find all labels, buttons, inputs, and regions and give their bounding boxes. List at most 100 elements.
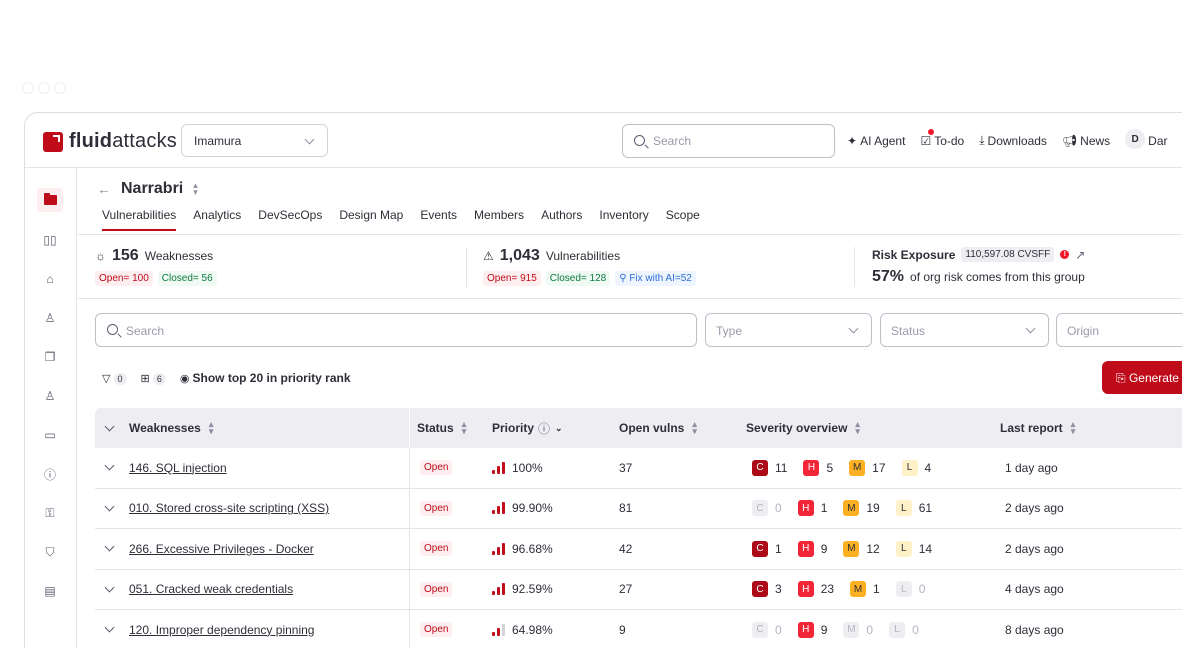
- sidebar-item-add-user[interactable]: ♙: [37, 306, 63, 330]
- todo-button[interactable]: ☑ To-do: [920, 129, 964, 149]
- group-header: ← Narrabri ▴ ▾: [97, 180, 198, 198]
- status-badge: Open: [420, 622, 453, 638]
- tab-scope[interactable]: Scope: [665, 208, 700, 222]
- weakness-link[interactable]: 010. Stored cross-site scripting (XSS): [129, 501, 330, 516]
- key-icon: ⚿: [45, 505, 55, 520]
- sidebar-item-reports[interactable]: ▤: [37, 579, 63, 603]
- priority-value: 92.59%: [512, 582, 553, 597]
- files-icon: ❐: [44, 350, 56, 364]
- expand-row-icon[interactable]: [104, 501, 115, 512]
- priority-value: 100%: [512, 460, 543, 475]
- top-bar: fluidattacks Imamura Search ✦ AI Agent ☑ T…: [25, 113, 1182, 168]
- organization-select[interactable]: Imamura: [181, 124, 328, 157]
- sort-desc-icon: ⌄: [555, 422, 563, 433]
- tab-events[interactable]: Events: [420, 208, 458, 222]
- external-link-icon[interactable]: ↗: [1075, 247, 1086, 262]
- header-severity[interactable]: Severity overview ▴ ▾: [746, 419, 860, 436]
- sidebar-item-billing[interactable]: ▭: [37, 423, 63, 447]
- table-row[interactable]: 051. Cracked weak credentials Open 92.59…: [95, 569, 1182, 610]
- table-row[interactable]: 010. Stored cross-site scripting (XSS) O…: [95, 488, 1182, 529]
- switch-group-icon[interactable]: ▴ ▾: [193, 180, 198, 197]
- megaphone-icon: 📢︎: [1061, 133, 1078, 148]
- status-badge: Open: [420, 581, 453, 597]
- ai-agent-button[interactable]: ✦ AI Agent: [847, 133, 906, 148]
- group-title: Narrabri: [121, 180, 184, 197]
- downloads-button[interactable]: ⤓ Downloads: [979, 133, 1047, 148]
- tab-vulnerabilities[interactable]: Vulnerabilities: [102, 208, 177, 231]
- expand-row-icon[interactable]: [104, 622, 115, 633]
- origin-select[interactable]: Origin: [1056, 313, 1182, 347]
- tab-inventory[interactable]: Inventory: [599, 208, 649, 222]
- weaknesses-open-tag: Open= 100: [95, 271, 153, 286]
- sidebar-item-files[interactable]: ❐: [37, 345, 63, 369]
- vulnerability-search-input[interactable]: Search: [95, 313, 697, 347]
- sidebar-item-policies[interactable]: ⛉: [37, 540, 63, 564]
- tab-authors[interactable]: Authors: [541, 208, 583, 222]
- header-priority[interactable]: Priority ⓘ ⌄: [492, 421, 563, 436]
- status-select[interactable]: Status: [880, 313, 1049, 347]
- sort-icon: ▴ ▾: [208, 419, 214, 436]
- eye-icon: ◉: [179, 373, 193, 385]
- logo-icon: [43, 131, 63, 152]
- filter-button[interactable]: ▽ 0: [102, 372, 127, 385]
- tab-analytics[interactable]: Analytics: [193, 208, 242, 222]
- chart-icon: ▯▯: [43, 233, 57, 247]
- weakness-link[interactable]: 266. Excessive Privileges - Docker: [129, 541, 314, 556]
- global-search-input[interactable]: Search: [622, 124, 835, 158]
- sidebar-item-credentials[interactable]: ⚿: [37, 501, 63, 525]
- expand-row-icon[interactable]: [104, 460, 115, 471]
- expand-row-icon[interactable]: [104, 582, 115, 593]
- news-button[interactable]: 📢︎ News: [1061, 133, 1111, 148]
- sidebar-item-analytics[interactable]: ▯▯: [37, 228, 63, 252]
- sort-icon: ▴ ▾: [461, 419, 467, 436]
- group-tabs: Vulnerabilities Analytics DevSecOps Desi…: [102, 208, 700, 231]
- priority-value: 96.68%: [512, 541, 553, 556]
- last-report-value: 2 days ago: [1005, 501, 1064, 516]
- header-last-report[interactable]: Last report ▴ ▾: [1000, 419, 1076, 436]
- weakness-link[interactable]: 146. SQL injection: [129, 460, 227, 475]
- header-open-vulns[interactable]: Open vulns ▴ ▾: [619, 419, 697, 436]
- sidebar-item-alerts[interactable]: ⓘ: [37, 462, 63, 486]
- table-row[interactable]: 120. Improper dependency pinning Open 64…: [95, 610, 1182, 648]
- open-vulns-count: 42: [619, 541, 633, 556]
- sidebar-item-members[interactable]: ♙: [37, 384, 63, 408]
- open-vulns-count: 9: [619, 622, 626, 637]
- header-weaknesses[interactable]: Weaknesses ▴ ▾: [129, 419, 214, 436]
- expand-row-icon[interactable]: [104, 541, 115, 552]
- fix-with-ai-tag[interactable]: ⚲ Fix with AI=52: [615, 271, 696, 286]
- header-status[interactable]: Status ▴ ▾: [409, 408, 466, 448]
- table-header: Weaknesses ▴ ▾ Status ▴ ▾ Priority ⓘ ⌄ Open vu…: [95, 408, 1182, 448]
- table-row[interactable]: 266. Excessive Privileges - Docker Open …: [95, 529, 1182, 570]
- sidebar-item-portfolio[interactable]: ⌂: [37, 267, 63, 291]
- weakness-link[interactable]: 120. Improper dependency pinning: [129, 622, 315, 637]
- weaknesses-summary: ☼ 156 Weaknesses Open= 100 Closed= 56: [95, 247, 217, 286]
- generate-report-button[interactable]: ⎘ Generate r: [1102, 361, 1182, 394]
- priority-bars-icon: [492, 623, 505, 636]
- notification-dot: [928, 129, 935, 135]
- sort-icon: ▴ ▾: [1070, 419, 1076, 436]
- open-vulns-count: 27: [619, 582, 633, 597]
- top-priority-toggle[interactable]: ◉ Show top 20 in priority rank: [179, 371, 351, 385]
- bug-icon: ☼: [95, 249, 106, 263]
- tab-design-map[interactable]: Design Map: [339, 208, 404, 222]
- back-arrow-icon[interactable]: ←: [97, 181, 111, 197]
- sidebar-item-groups[interactable]: [37, 188, 63, 212]
- avatar: D: [1125, 129, 1146, 149]
- logo[interactable]: fluidattacks: [43, 130, 177, 153]
- tab-members[interactable]: Members: [474, 208, 525, 222]
- shield-icon: ⛉: [45, 544, 55, 559]
- user-menu[interactable]: D Dar: [1125, 129, 1168, 149]
- type-select[interactable]: Type: [705, 313, 872, 347]
- weakness-link[interactable]: 051. Cracked weak credentials: [129, 582, 294, 597]
- vulnerabilities-summary: ⚠ 1,043 Vulnerabilities Open= 915 Closed= 1…: [483, 247, 696, 286]
- tab-devsecops[interactable]: DevSecOps: [258, 208, 323, 222]
- expand-all-icon[interactable]: [104, 421, 115, 431]
- main-content: ← Narrabri ▴ ▾ Vulnerabilities Analytics …: [78, 168, 1182, 648]
- columns-button[interactable]: ⊞ 6: [141, 372, 166, 385]
